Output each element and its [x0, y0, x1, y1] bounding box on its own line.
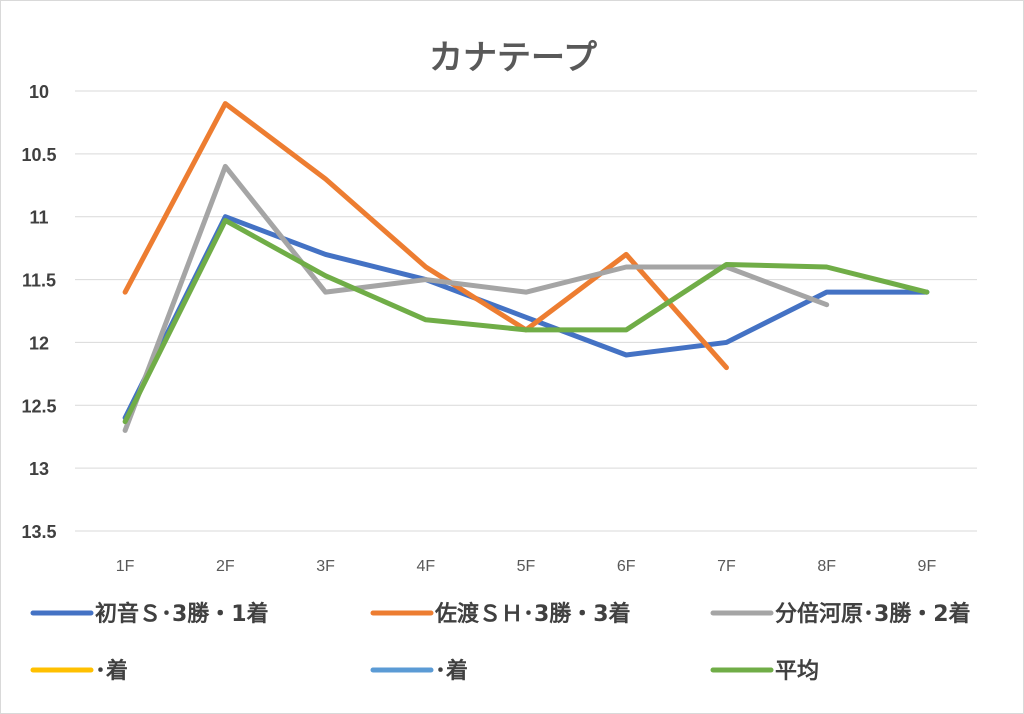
x-tick-label: 4F	[416, 558, 435, 575]
x-tick-label: 7F	[717, 558, 736, 575]
legend-label: ･着	[95, 658, 128, 684]
series-lines	[122, 101, 930, 433]
y-tick-label: 12	[29, 333, 49, 353]
legend-label: 分倍河原･3勝・2着	[775, 601, 971, 627]
y-tick-label: 11.5	[22, 271, 56, 291]
x-tick-label: 8F	[817, 558, 836, 575]
x-tick-label: 2F	[216, 558, 235, 575]
series-line	[122, 101, 729, 371]
x-tick-label: 5F	[517, 558, 536, 575]
chart-title: カナテープ	[429, 38, 597, 78]
legend-item: 初音Ｓ･3勝・1着	[30, 601, 269, 627]
gridlines	[75, 90, 977, 532]
x-tick-label: 3F	[316, 558, 335, 575]
x-axis-ticks: 1F 2F 3F 4F 5F 6F 7F 8F 9F	[116, 558, 937, 575]
y-axis-ticks: 10 10.5 11 11.5 12 12.5 13 13.5	[21, 82, 56, 542]
legend: 初音Ｓ･3勝・1着 佐渡ＳＨ･3勝・3着 分倍河原･3勝・2着 ･着 ･着 平均	[30, 601, 971, 684]
legend-item: ･着	[30, 658, 128, 684]
y-tick-label: 10.5	[21, 145, 56, 165]
legend-label: 佐渡ＳＨ･3勝・3着	[434, 601, 631, 627]
y-tick-label: 12.5	[21, 396, 56, 416]
legend-item: 佐渡ＳＨ･3勝・3着	[370, 601, 631, 627]
y-tick-label: 13.5	[21, 522, 56, 542]
y-tick-label: 11	[29, 208, 48, 228]
series-line	[122, 214, 930, 421]
series-line	[122, 217, 930, 425]
x-tick-label: 1F	[116, 558, 135, 575]
x-tick-label: 9F	[918, 558, 937, 575]
legend-label: 平均	[775, 658, 819, 684]
legend-item: 平均	[710, 658, 819, 684]
x-tick-label: 6F	[617, 558, 636, 575]
y-tick-label: 13	[29, 459, 49, 479]
legend-label: 初音Ｓ･3勝・1着	[95, 601, 269, 627]
legend-label: ･着	[435, 658, 468, 684]
series-line	[122, 163, 830, 433]
y-tick-label: 10	[29, 82, 49, 102]
legend-item: ･着	[370, 658, 468, 684]
legend-item: 分倍河原･3勝・2着	[710, 601, 971, 627]
